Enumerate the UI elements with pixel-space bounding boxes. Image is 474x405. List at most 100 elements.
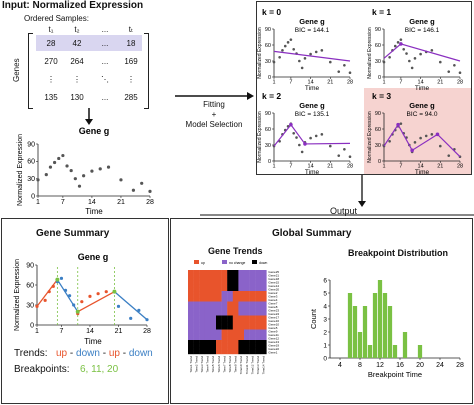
matrix-cell: 42 (72, 39, 82, 48)
gene-summary-plot: Gene g 1 7 14 21 28 0 30 60 90 Time Normalized Expr… (14, 252, 151, 345)
data-point (458, 71, 462, 75)
heatmap-cell (199, 291, 205, 295)
x-tick-label: 21 (327, 80, 333, 86)
x-tick-label: 1 (272, 80, 275, 86)
heatmap-cell (227, 298, 233, 302)
heatmap-cell (227, 287, 233, 292)
heatmap-cell (216, 312, 222, 316)
heatmap-cell (210, 340, 217, 344)
heatmap-cell (193, 350, 200, 355)
heatmap-cell (216, 273, 222, 278)
heatmap-cell (249, 329, 256, 334)
x-tick-label: 7 (61, 199, 65, 206)
heatmap-cell (255, 273, 261, 278)
breakpoint-marker (410, 148, 414, 153)
heatmap-cell (260, 347, 267, 351)
heatmap-cell (188, 294, 194, 299)
heatmap-cell (199, 294, 205, 299)
heatmap-cell (255, 319, 261, 323)
gene-summary-panel (1, 218, 169, 404)
heatmap-cell (260, 305, 267, 309)
matrix-cell: 270 (44, 57, 58, 66)
heatmap-cell (210, 284, 217, 288)
bp-bar (387, 306, 393, 358)
heatmap-cell (199, 340, 205, 344)
x-tick-label: 1 (35, 328, 39, 335)
y-tick-label: 60 (27, 159, 35, 166)
heatmap-cell (238, 284, 245, 288)
bp-x-tick-label: 12 (376, 362, 384, 369)
data-point (48, 165, 53, 169)
bp-y-tick-label: 4 (323, 304, 327, 311)
gene-trends-title: Gene Trends (208, 246, 263, 256)
heatmap-cell (232, 301, 239, 306)
gene-name-label: Gene25 (268, 270, 279, 274)
heatmap-cell (210, 298, 217, 302)
data-point (399, 122, 403, 125)
y-tick-label: 30 (265, 143, 271, 149)
heatmap-cell (255, 343, 261, 348)
x-tick-label: 1 (272, 164, 275, 170)
heatmap-cell (204, 347, 211, 351)
heatmap-cell (210, 343, 217, 348)
heatmap-cell (216, 329, 222, 334)
breakpoint-marker (303, 142, 307, 146)
heatmap-cell (249, 322, 256, 327)
heatmap-cell (188, 291, 194, 295)
data-point (447, 154, 451, 157)
legend-label: down (259, 261, 267, 265)
fit-line (273, 123, 351, 147)
matrix-cell: ... (101, 57, 109, 66)
heatmap-cell (227, 343, 233, 348)
heatmap-cell (232, 326, 239, 330)
bp-bar (352, 306, 358, 358)
heatmap-cell (199, 280, 205, 285)
heatmap-cell (244, 284, 250, 288)
heatmap-cell (255, 298, 261, 302)
heatmap-cell (210, 350, 217, 355)
heatmap-cell (227, 322, 233, 327)
heatmap-cell (260, 336, 267, 341)
heatmap-cell (204, 329, 211, 334)
data-point (73, 177, 77, 181)
data-point (320, 133, 324, 136)
heatmap-cell (216, 350, 222, 355)
heatmap-cell (232, 315, 239, 320)
heatmap-cell (238, 280, 245, 285)
heatmap-cell (238, 312, 245, 316)
heatmap-cell (210, 322, 217, 327)
x-tick-label: 28 (457, 164, 463, 170)
heatmap-cell (255, 312, 261, 316)
data-point (413, 141, 417, 144)
heatmap-cell (244, 294, 250, 299)
data-point (72, 303, 76, 307)
heatmap-cell (216, 333, 222, 337)
heatmap-cell (216, 315, 222, 320)
bp-bar (417, 345, 423, 358)
heatmap-cell (221, 340, 228, 344)
heatmap-cell (193, 308, 200, 313)
heatmap-cell (216, 326, 222, 330)
data-point (116, 304, 121, 308)
heatmap-cell (232, 336, 239, 341)
heatmap-cell (244, 308, 250, 313)
gene-name-label: Gene18 (268, 277, 279, 281)
model-k-label: k = 2 (262, 91, 281, 101)
heatmap-cell (249, 343, 256, 348)
heatmap-cell (255, 315, 261, 320)
heatmap-cell (244, 280, 250, 285)
heatmap-cell (188, 277, 194, 281)
data-point (393, 44, 397, 48)
data-point (106, 165, 111, 169)
model-y-label: Normalized Expression (367, 111, 373, 163)
heatmap-cell (232, 287, 239, 292)
data-point (292, 131, 296, 135)
trend-up: up (56, 348, 68, 359)
bp-y-tick-label: 5 (323, 291, 327, 298)
heatmap-cell (193, 291, 200, 295)
heatmap-cell (188, 350, 194, 355)
heatmap-cell (238, 277, 245, 281)
heatmap-cell (221, 343, 228, 348)
heatmap-cell (193, 312, 200, 316)
heatmap-cell (260, 329, 267, 334)
